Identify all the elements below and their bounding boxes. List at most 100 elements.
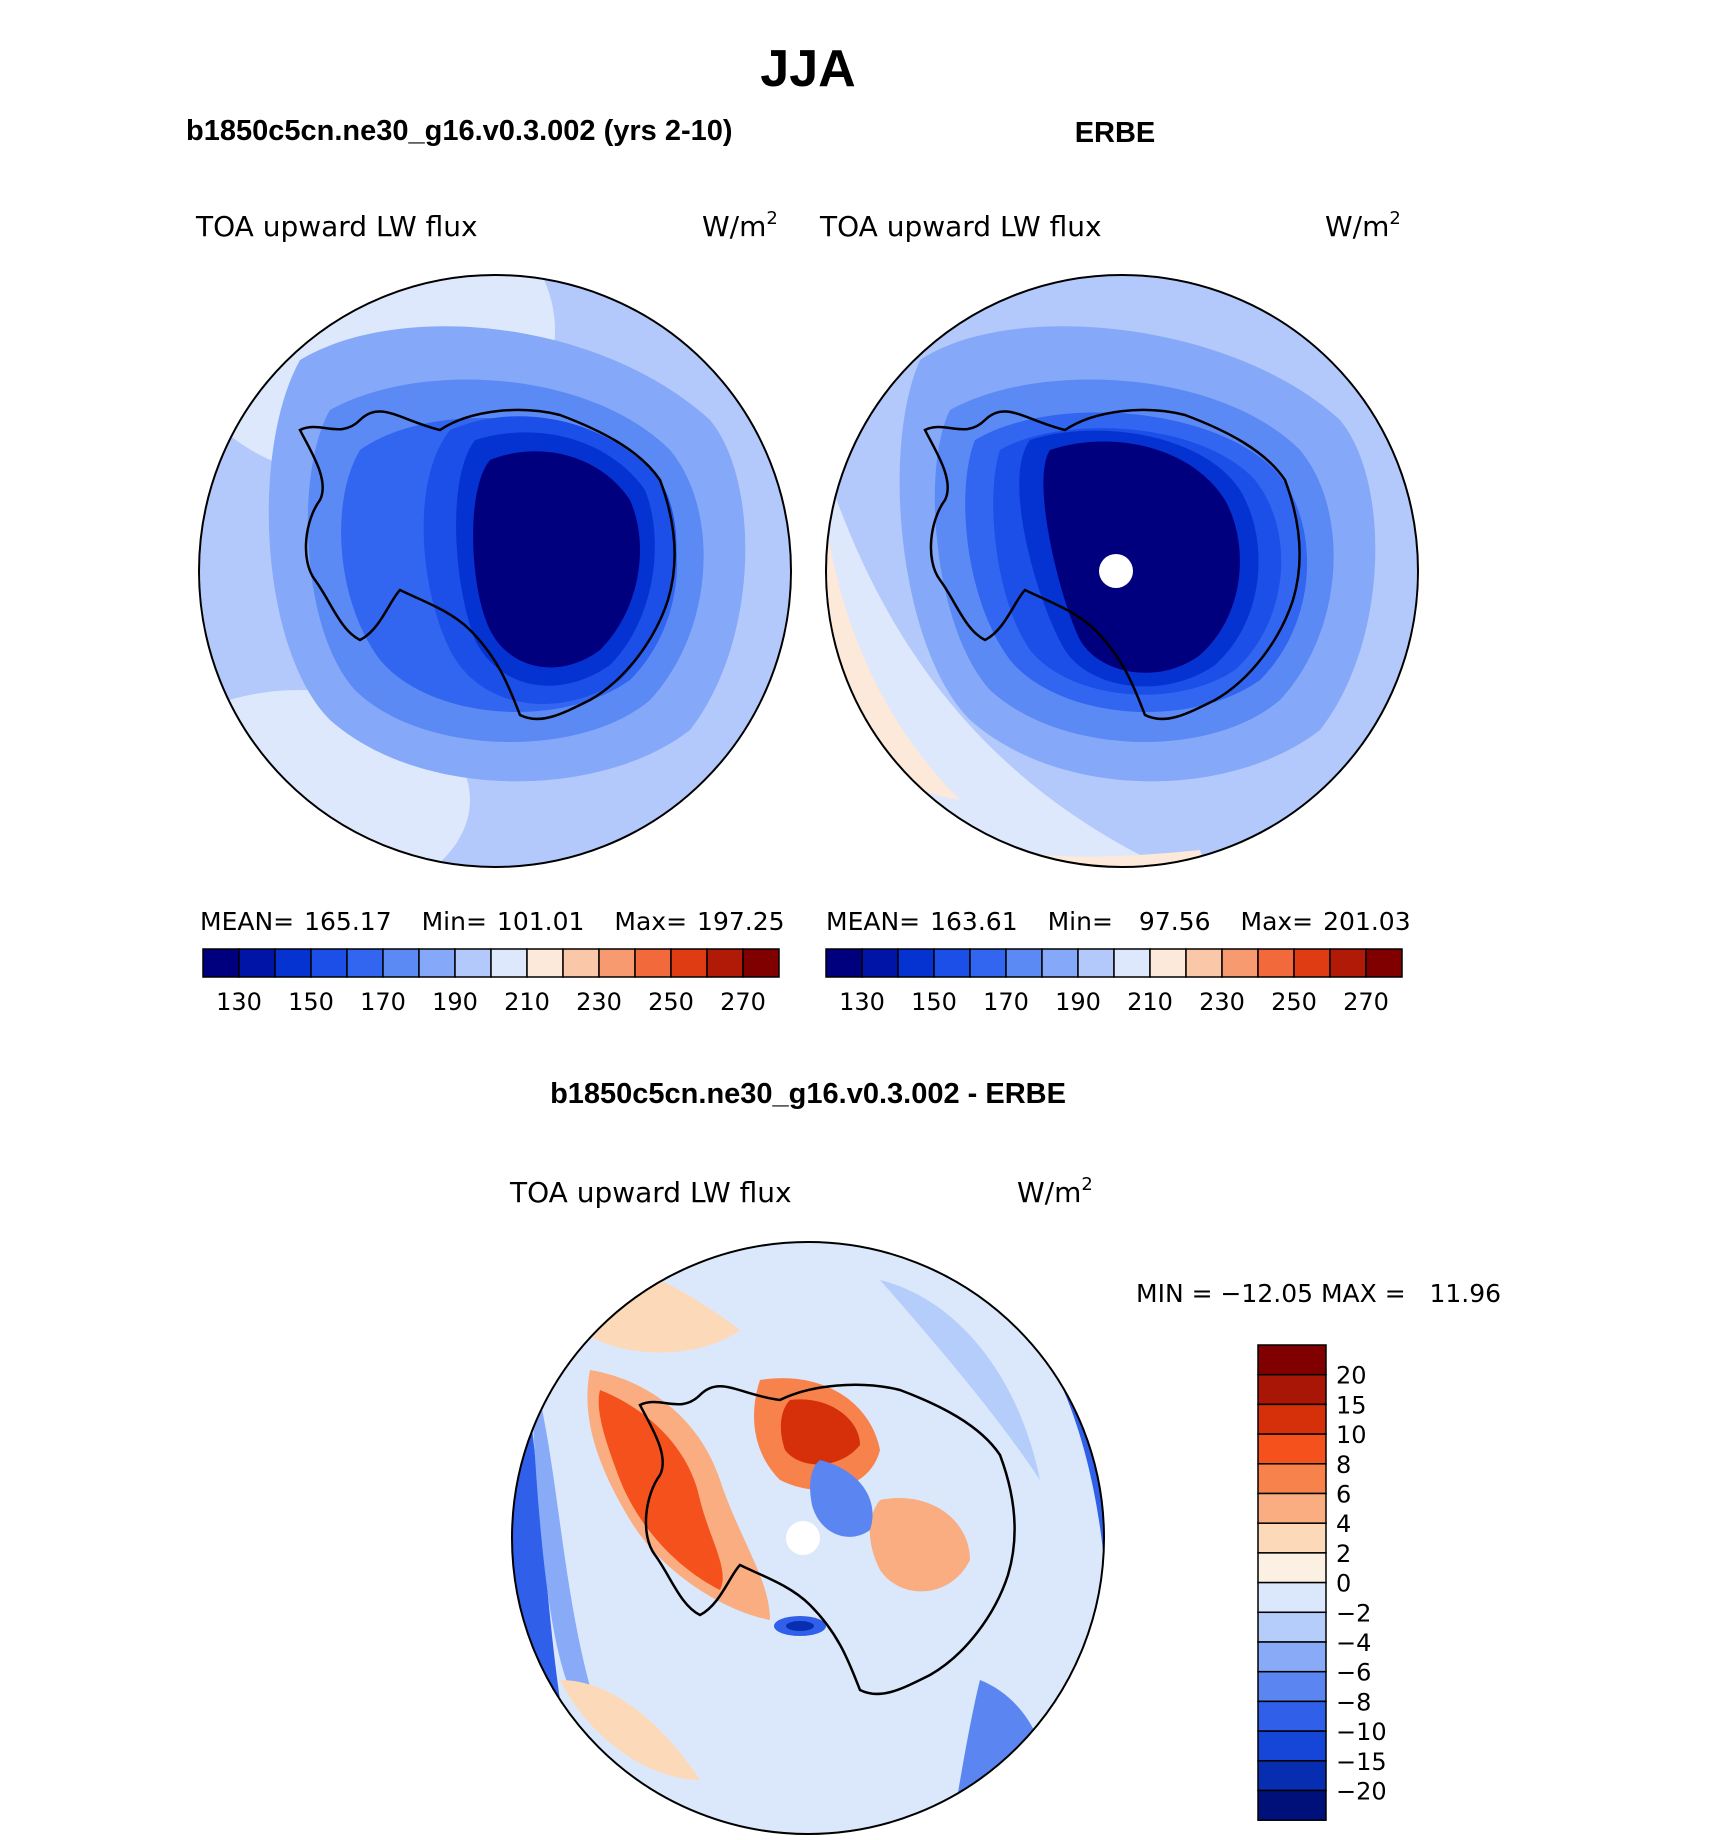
colorbar-tick-label: 170 (360, 988, 406, 1016)
colorbar-tick-label: 130 (216, 988, 262, 1016)
colorbar-tick-label: −6 (1336, 1659, 1371, 1687)
map-obs (826, 275, 1418, 867)
colorbar-swatch (1329, 948, 1367, 978)
colorbar-swatch (1257, 1522, 1327, 1554)
colorbar-swatch (670, 948, 708, 978)
colorbar-swatch (454, 948, 492, 978)
colorbar-swatch (1257, 1373, 1327, 1406)
colorbar-tick-label: 0 (1336, 1570, 1351, 1598)
colorbar-swatch (1185, 948, 1223, 978)
colorbar-tick-label: −15 (1336, 1748, 1387, 1776)
colorbar-tick-label: 170 (983, 988, 1029, 1016)
colorbar-swatch (346, 948, 384, 978)
colorbar-tick-label: 15 (1336, 1391, 1367, 1419)
units-label: W/m2 (1017, 1174, 1093, 1209)
colorbar-swatch (274, 948, 312, 978)
colorbar-swatch (897, 948, 935, 978)
colorbar-swatch (382, 948, 420, 978)
contour-fill-130 (1043, 441, 1240, 673)
colorbar-swatch (1257, 1641, 1327, 1673)
colorbar-swatch (562, 948, 600, 978)
variable-label: TOA upward LW flux (195, 210, 478, 243)
max-value: 201.03 (1323, 907, 1410, 936)
contour-fill-10 (780, 1399, 860, 1465)
colorbar-tick-label: 4 (1336, 1510, 1351, 1538)
panel-title-diff: b1850c5cn.ne30_g16.v0.3.002 - ERBE (550, 1078, 1066, 1110)
map-boundary (825, 274, 1419, 868)
colorbar-tick-label: 2 (1336, 1540, 1351, 1568)
colorbar-swatch (1257, 1670, 1327, 1703)
panel-obs: ERBE TOA upward LW flux W/m2 MEAN= 163.61… (819, 117, 1419, 1016)
max-value: 197.25 (697, 907, 784, 936)
colorbar-swatch (202, 948, 240, 978)
missing-data-pole (786, 1521, 820, 1555)
map-model (199, 275, 791, 867)
max-label: Max= (1241, 907, 1314, 936)
colorbar-tick-label: 150 (911, 988, 957, 1016)
colorbar-swatch (1221, 948, 1259, 978)
colorbar-swatch (742, 948, 780, 978)
contour-fill-2 (560, 1680, 700, 1780)
panel-model: b1850c5cn.ne30_g16.v0.3.002 (yrs 2-10) T… (186, 115, 792, 1016)
colorbar-swatch (526, 948, 564, 978)
colorbar-swatch (1257, 948, 1295, 978)
map-boundary (198, 274, 792, 868)
colorbar-swatch (1257, 1463, 1327, 1495)
colorbar-swatch (598, 948, 636, 978)
colorbar-tick-label: 190 (432, 988, 478, 1016)
colorbar-swatch (1257, 1581, 1327, 1614)
colorbar-swatch (825, 948, 863, 978)
colorbar-swatch (1257, 1552, 1327, 1584)
units-sup: 2 (1389, 208, 1400, 229)
colorbar-swatch (1257, 1433, 1327, 1465)
colorbar-swatch (1005, 948, 1043, 978)
colorbar-tick-label: 210 (504, 988, 550, 1016)
antarctica-coastline (298, 408, 676, 721)
colorbar-swatch (238, 948, 276, 978)
colorbar-tick-label: −4 (1336, 1629, 1371, 1657)
colorbar-swatch (1293, 948, 1331, 978)
colorbar-tick-label: −8 (1336, 1688, 1371, 1716)
max-label: Max= (614, 907, 687, 936)
colorbar-swatch (1257, 1611, 1327, 1643)
units-text: W/m (702, 210, 766, 243)
colorbar-tick-label: 130 (839, 988, 885, 1016)
colorbar-obs: 130 150 170 190 210 230 250 270 (825, 948, 1403, 1016)
colorbar-swatch (933, 948, 971, 978)
stats-line-obs: MEAN= 163.61 Min= 97.56 Max= 201.03 (826, 907, 1411, 936)
figure-title: JJA (760, 40, 855, 98)
units-sup: 2 (766, 208, 777, 229)
colorbar-swatch (969, 948, 1007, 978)
colorbar-swatch (706, 948, 744, 978)
stats-line-model: MEAN= 165.17 Min= 101.01 Max= 197.25 (200, 907, 785, 936)
colorbar-tick-label: 230 (576, 988, 622, 1016)
mean-value: 163.61 (930, 907, 1017, 936)
colorbar-tick-label: 230 (1199, 988, 1245, 1016)
colorbar-tick-label: 8 (1336, 1451, 1351, 1479)
contour-fill-4 (869, 1498, 970, 1592)
colorbar-swatch (1257, 1789, 1327, 1821)
colorbar-swatch (490, 948, 528, 978)
colorbar-tick-label: −2 (1336, 1599, 1371, 1627)
units-label: W/m2 (1325, 208, 1401, 243)
colorbar-swatch (1257, 1492, 1327, 1524)
min-max-text: MIN = −12.05 MAX = 11.96 (1136, 1279, 1501, 1308)
colorbar-swatch (1257, 1344, 1327, 1376)
colorbar-tick-label: −20 (1336, 1778, 1387, 1806)
min-label: Min= (422, 907, 487, 936)
colorbar-swatch (1257, 1760, 1327, 1792)
antarctica-coastline (923, 408, 1301, 721)
colorbar-tick-label: 270 (1343, 988, 1389, 1016)
variable-label: TOA upward LW flux (819, 210, 1102, 243)
contour-fill-minus6 (810, 1460, 873, 1537)
units-text: W/m (1325, 210, 1389, 243)
contour-fill-minus15 (786, 1621, 814, 1631)
colorbar-swatch (310, 948, 348, 978)
colorbar-model: 130 150 170 190 210 230 250 270 (202, 948, 780, 1016)
colorbar-swatch (418, 948, 456, 978)
colorbar-swatch (634, 948, 672, 978)
colorbar-swatch (1077, 948, 1115, 978)
min-label: Min= (1048, 907, 1113, 936)
